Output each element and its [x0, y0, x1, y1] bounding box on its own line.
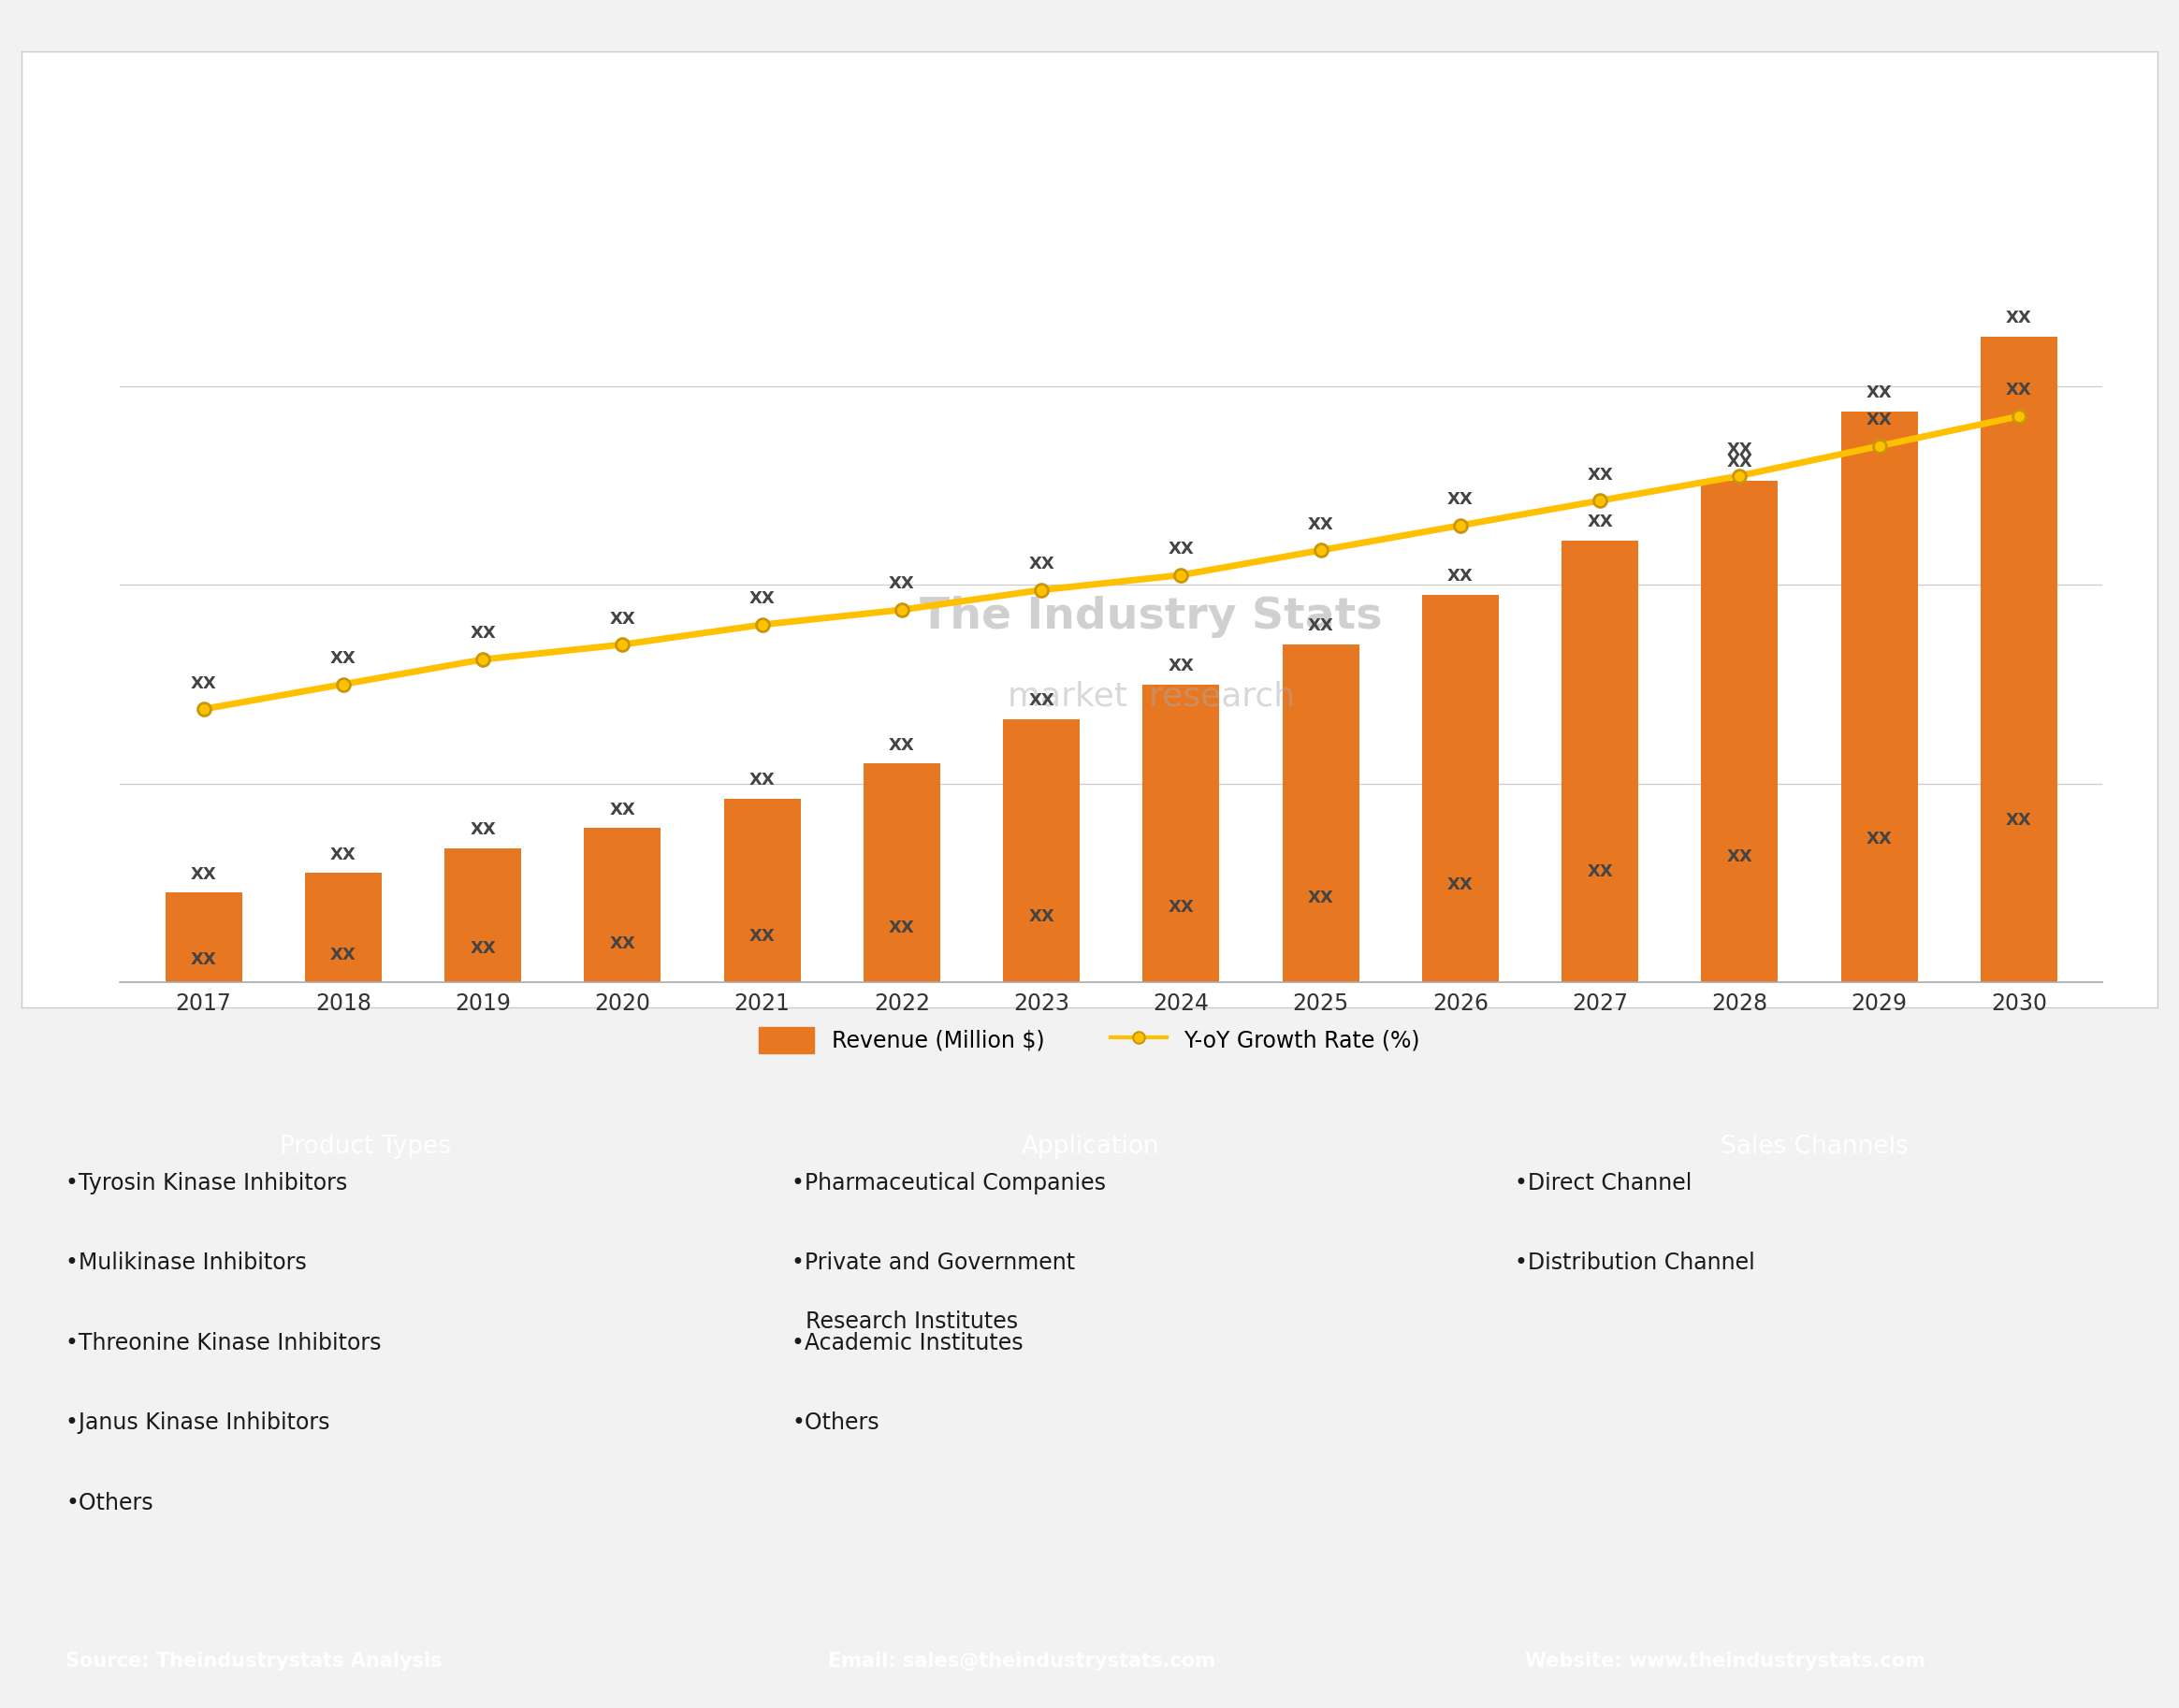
- Text: XX: XX: [1867, 832, 1891, 847]
- Bar: [863, 763, 939, 982]
- Text: Sales Channels: Sales Channels: [1719, 1134, 1909, 1158]
- Text: Application: Application: [1022, 1134, 1159, 1158]
- Text: XX: XX: [190, 675, 216, 692]
- Text: •Pharmaceutical Companies: •Pharmaceutical Companies: [791, 1172, 1107, 1194]
- Text: •Others: •Others: [65, 1491, 153, 1513]
- Text: •Tyrosin Kinase Inhibitors: •Tyrosin Kinase Inhibitors: [65, 1172, 349, 1194]
- Text: XX: XX: [2007, 383, 2033, 400]
- Text: XX: XX: [750, 927, 776, 945]
- Text: XX: XX: [1028, 692, 1055, 709]
- Text: XX: XX: [331, 946, 355, 963]
- Bar: [166, 893, 242, 982]
- Text: XX: XX: [1447, 492, 1473, 507]
- Text: XX: XX: [331, 651, 355, 666]
- Text: XX: XX: [750, 772, 776, 789]
- Text: XX: XX: [471, 939, 497, 956]
- Text: XX: XX: [1726, 442, 1752, 458]
- Text: XX: XX: [1586, 863, 1612, 880]
- Text: XX: XX: [1726, 454, 1752, 471]
- Text: market  research: market research: [1007, 680, 1294, 712]
- Text: •Others: •Others: [791, 1411, 878, 1435]
- Text: Research Institutes: Research Institutes: [791, 1310, 1018, 1332]
- Legend: Revenue (Million $), Y-oY Growth Rate (%): Revenue (Million $), Y-oY Growth Rate (%…: [750, 1018, 1429, 1062]
- Text: XX: XX: [1307, 516, 1334, 533]
- Text: •Distribution Channel: •Distribution Channel: [1514, 1252, 1754, 1274]
- Bar: [305, 873, 381, 982]
- Text: XX: XX: [1028, 555, 1055, 572]
- Bar: [445, 849, 521, 982]
- Text: XX: XX: [1168, 898, 1194, 915]
- Text: XX: XX: [889, 736, 915, 753]
- Bar: [1841, 412, 1918, 982]
- Text: XX: XX: [190, 866, 216, 883]
- Text: XX: XX: [750, 591, 776, 608]
- Bar: [1702, 480, 1778, 982]
- Text: •Direct Channel: •Direct Channel: [1514, 1172, 1693, 1194]
- Text: XX: XX: [1447, 569, 1473, 586]
- Bar: [723, 798, 800, 982]
- Text: XX: XX: [190, 951, 216, 968]
- Text: XX: XX: [2007, 311, 2033, 326]
- Bar: [1981, 336, 2057, 982]
- Text: XX: XX: [331, 845, 355, 863]
- Text: XX: XX: [610, 936, 636, 951]
- Text: XX: XX: [1307, 890, 1334, 907]
- Text: XX: XX: [2007, 813, 2033, 828]
- Text: XX: XX: [1028, 909, 1055, 924]
- Text: XX: XX: [1168, 541, 1194, 559]
- Text: •Academic Institutes: •Academic Institutes: [791, 1332, 1024, 1354]
- Bar: [1562, 540, 1639, 982]
- Bar: [1002, 719, 1081, 982]
- Bar: [584, 828, 660, 982]
- Text: XX: XX: [1867, 412, 1891, 429]
- Text: XX: XX: [1168, 658, 1194, 675]
- Text: Source: Theindustrystats Analysis: Source: Theindustrystats Analysis: [65, 1652, 442, 1670]
- Text: •Private and Government: •Private and Government: [791, 1252, 1074, 1274]
- Text: XX: XX: [471, 822, 497, 839]
- Text: XX: XX: [889, 919, 915, 936]
- Text: The Industry Stats: The Industry Stats: [920, 596, 1381, 637]
- Bar: [1283, 644, 1360, 982]
- Text: •Threonine Kinase Inhibitors: •Threonine Kinase Inhibitors: [65, 1332, 381, 1354]
- Text: XX: XX: [610, 801, 636, 818]
- Text: Fig. Global Kinase Inhibitor Market Status and Outlook: Fig. Global Kinase Inhibitor Market Stat…: [26, 53, 991, 84]
- Text: XX: XX: [1307, 618, 1334, 635]
- Text: XX: XX: [1867, 384, 1891, 401]
- Text: XX: XX: [1586, 466, 1612, 483]
- Text: Email: sales@theindustrystats.com: Email: sales@theindustrystats.com: [828, 1652, 1216, 1670]
- Text: XX: XX: [1586, 514, 1612, 531]
- Text: •Mulikinase Inhibitors: •Mulikinase Inhibitors: [65, 1252, 307, 1274]
- Text: Website: www.theindustrystats.com: Website: www.theindustrystats.com: [1525, 1652, 1926, 1670]
- Text: XX: XX: [1447, 876, 1473, 893]
- Text: XX: XX: [1726, 849, 1752, 866]
- Text: XX: XX: [610, 610, 636, 627]
- Text: XX: XX: [471, 625, 497, 642]
- Bar: [1142, 685, 1220, 982]
- Text: •Janus Kinase Inhibitors: •Janus Kinase Inhibitors: [65, 1411, 331, 1435]
- Bar: [1423, 594, 1499, 982]
- Text: XX: XX: [889, 576, 915, 593]
- Text: Product Types: Product Types: [279, 1134, 451, 1158]
